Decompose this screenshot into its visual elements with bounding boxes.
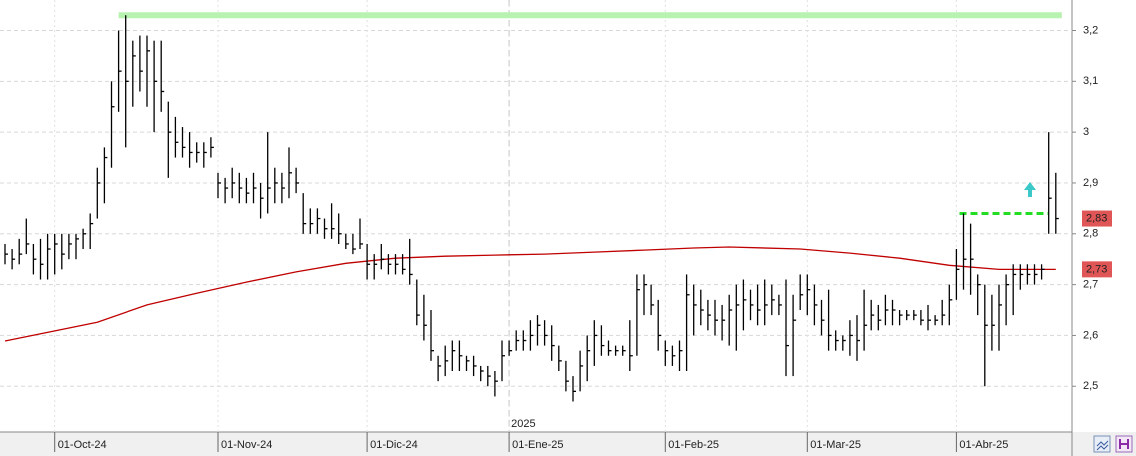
x-tick-label: 01-Oct-24	[58, 439, 107, 451]
y-tick-label: 2,9	[1083, 177, 1098, 189]
x-tick-label: 01-Mar-25	[810, 439, 861, 451]
x-tick-label: 01-Ene-25	[512, 439, 563, 451]
x-tick-label: 01-Nov-24	[221, 439, 272, 451]
moving-average-line	[4, 246, 1056, 342]
price-label: 2,83	[1086, 212, 1107, 224]
price-label-box	[1082, 210, 1112, 227]
y-tick-label: 3,1	[1083, 75, 1098, 87]
y-tick-label: 2,8	[1083, 228, 1098, 240]
price-label: 2,73	[1086, 263, 1107, 275]
y-tick-label: 3	[1083, 126, 1089, 138]
x-axis-band	[0, 432, 1136, 456]
signal-arrow	[1024, 182, 1036, 197]
zoom-icon	[1096, 440, 1109, 451]
year-label: 2025	[511, 418, 535, 430]
toolbar-buttons[interactable]	[1093, 435, 1133, 453]
x-tick-label: 01-Dic-24	[370, 439, 418, 451]
price-label-box	[1082, 261, 1112, 278]
x-tick-label: 01-Feb-25	[668, 439, 719, 451]
y-tick-label: 3,2	[1083, 24, 1098, 36]
zoom-button[interactable]	[1093, 435, 1111, 453]
y-tick-label: 2,7	[1083, 279, 1098, 291]
x-tick-label: 01-Abr-25	[959, 439, 1008, 451]
y-tick-label: 2,5	[1083, 380, 1098, 392]
y-tick-label: 2,6	[1083, 329, 1098, 341]
h-icon	[1119, 439, 1129, 449]
